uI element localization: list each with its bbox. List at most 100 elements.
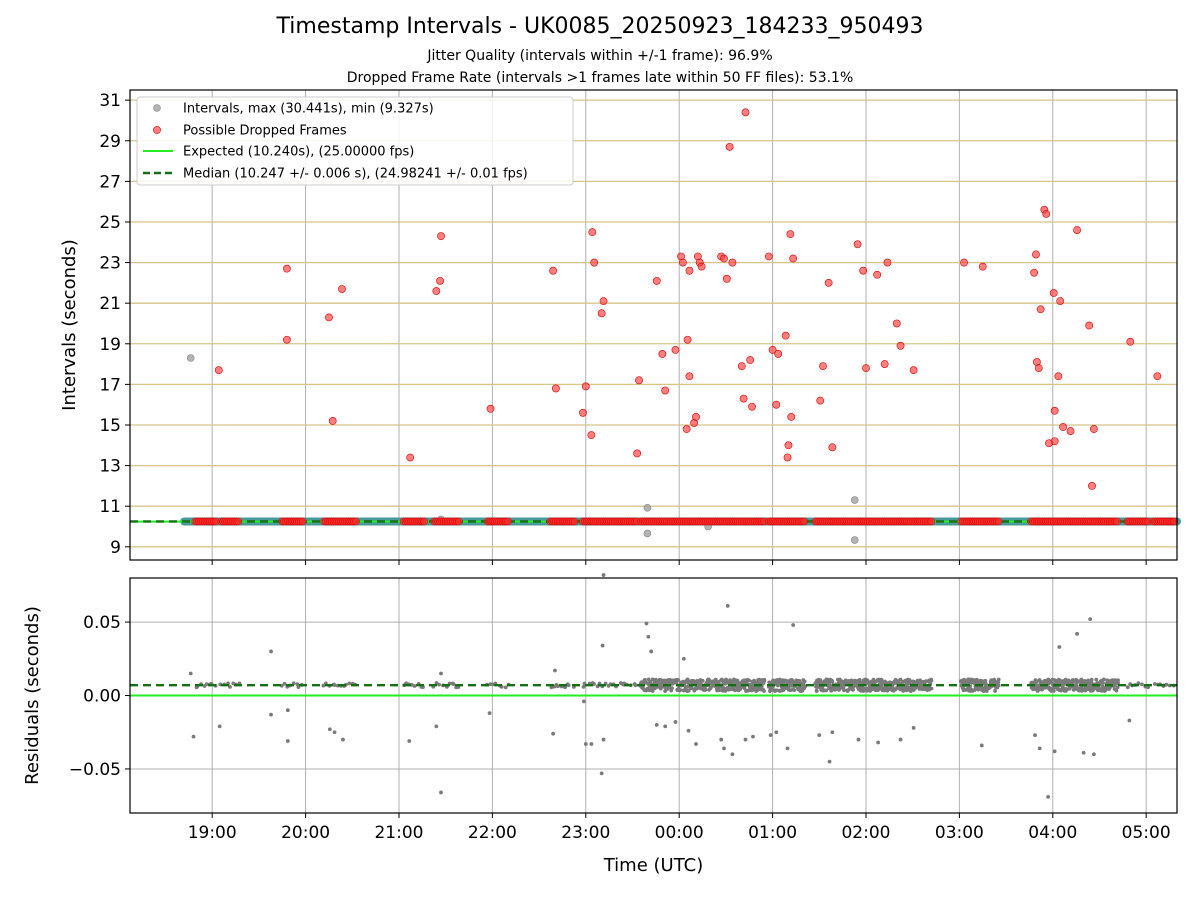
residual-outlier-point <box>583 742 588 746</box>
dropped-frame-point <box>437 232 445 241</box>
dropped-frame-point <box>1073 226 1081 234</box>
residual-point <box>282 681 287 686</box>
y-tick-label: 31 <box>99 91 121 111</box>
residual-outlier-point <box>774 730 779 735</box>
y-tick-label: 27 <box>99 172 121 192</box>
y-tick-label: 9 <box>110 538 121 558</box>
dropped-frame-point <box>685 372 694 381</box>
residual-outlier-point <box>1046 794 1051 799</box>
dropped-frame-point <box>824 278 833 287</box>
dropped-frame-point <box>883 258 892 267</box>
x-tick-label: 20:00 <box>281 823 330 843</box>
residual-point <box>675 677 680 682</box>
residual-point <box>865 680 870 685</box>
residual-outlier-point <box>589 742 594 746</box>
dropped-frame-point <box>880 360 889 368</box>
dropped-frame-point <box>1153 372 1162 381</box>
dropped-frame-point <box>774 350 783 358</box>
residual-outlier-point <box>1037 746 1042 751</box>
residual-outlier-point <box>407 739 412 743</box>
residual-point <box>717 688 722 693</box>
dropped-frame-point <box>325 313 333 322</box>
residual-point <box>1070 678 1075 682</box>
residual-point <box>1101 681 1105 685</box>
dropped-frame-point <box>685 266 694 275</box>
legend-label-dropped: Possible Dropped Frames <box>183 124 347 139</box>
residual-outlier-point <box>827 759 832 764</box>
dropped-frame-point <box>1050 437 1059 446</box>
dropped-frame-point <box>828 443 837 452</box>
dropped-frame-point <box>772 400 781 409</box>
residual-outlier-point <box>1033 733 1037 738</box>
dropped-frame-point <box>652 276 661 285</box>
residual-point <box>792 688 797 693</box>
dropped-frame-point <box>635 376 643 385</box>
dropped-frame-point <box>725 142 734 151</box>
residual-outlier-point <box>686 728 691 733</box>
residual-point <box>929 678 934 683</box>
residual-point <box>929 686 934 691</box>
residual-outlier-point <box>341 737 345 742</box>
dropped-frame-point <box>768 345 777 354</box>
residuals-panel: −0.05 0.00 0.05 19:00 20:00 21:00 22:00 23:00 00… <box>69 573 1178 843</box>
dropped-frame-baseline-point <box>1113 517 1122 526</box>
x-tick-label: 02:00 <box>841 823 890 843</box>
residual-outlier-point <box>188 671 193 676</box>
residual-outlier-point <box>654 722 659 727</box>
dropped-frame-baseline-point <box>570 517 579 526</box>
x-tick-label: 01:00 <box>748 823 797 843</box>
dropped-frame-point <box>682 425 691 433</box>
y-tick-label: 25 <box>99 213 121 233</box>
y-tick-label: 19 <box>99 335 121 355</box>
residual-point <box>747 678 751 683</box>
dropped-frame-point <box>283 335 291 344</box>
dropped-frame-point <box>549 266 557 275</box>
dropped-frame-point <box>671 345 680 354</box>
dropped-frame-point <box>1088 481 1096 490</box>
residual-point <box>709 685 713 690</box>
residual-outlier-point <box>285 708 290 713</box>
residual-outlier-point <box>269 712 273 717</box>
residual-outlier-point <box>725 604 730 608</box>
dropped-frame-baseline-point <box>352 517 360 526</box>
x-tick-label: 19:00 <box>188 823 237 843</box>
interval-point <box>186 354 195 362</box>
residual-outlier-point <box>600 643 605 648</box>
dropped-frame-point <box>599 297 608 306</box>
residual-point <box>437 682 441 687</box>
dropped-frame-point <box>1056 297 1065 306</box>
residual-outlier-point <box>791 623 796 627</box>
dropped-frame-point <box>1066 427 1075 435</box>
residual-point <box>1079 677 1084 682</box>
residual-point <box>1063 677 1068 682</box>
residual-point <box>762 689 766 693</box>
dropped-frame-point <box>1036 305 1045 314</box>
residual-outlier-point <box>898 737 903 742</box>
dropped-frame-point <box>720 254 728 263</box>
residual-outlier-point <box>876 740 881 745</box>
residual-outlier-point <box>1081 750 1086 755</box>
residual-outlier-point <box>743 737 748 742</box>
intervals-panel: 9 11 13 15 17 19 21 23 25 27 29 31 <box>99 89 1181 565</box>
residual-point <box>566 683 571 688</box>
residual-outlier-point <box>1075 631 1079 636</box>
dropped-frame-point <box>746 356 755 364</box>
dropped-frame-point <box>786 230 795 239</box>
residual-outlier-point <box>681 656 686 661</box>
x-tick-label: 05:00 <box>1122 823 1171 843</box>
residual-outlier-point <box>439 671 443 676</box>
residual-outlier-point <box>1127 718 1132 723</box>
residual-point <box>757 677 762 682</box>
residual-point <box>1101 677 1106 682</box>
dropped-frame-point <box>1126 337 1135 346</box>
dropped-frame-point <box>1050 406 1059 415</box>
dropped-frame-point <box>697 262 706 271</box>
residual-point <box>633 683 638 688</box>
residual-outlier-point <box>434 724 439 729</box>
dropped-frame-baseline-point <box>234 517 243 526</box>
dropped-frame-point <box>1030 268 1038 277</box>
residual-point <box>802 686 807 690</box>
residual-outlier-point <box>663 724 668 729</box>
dropped-frame-point <box>853 240 862 249</box>
residual-outlier-point <box>551 731 555 736</box>
